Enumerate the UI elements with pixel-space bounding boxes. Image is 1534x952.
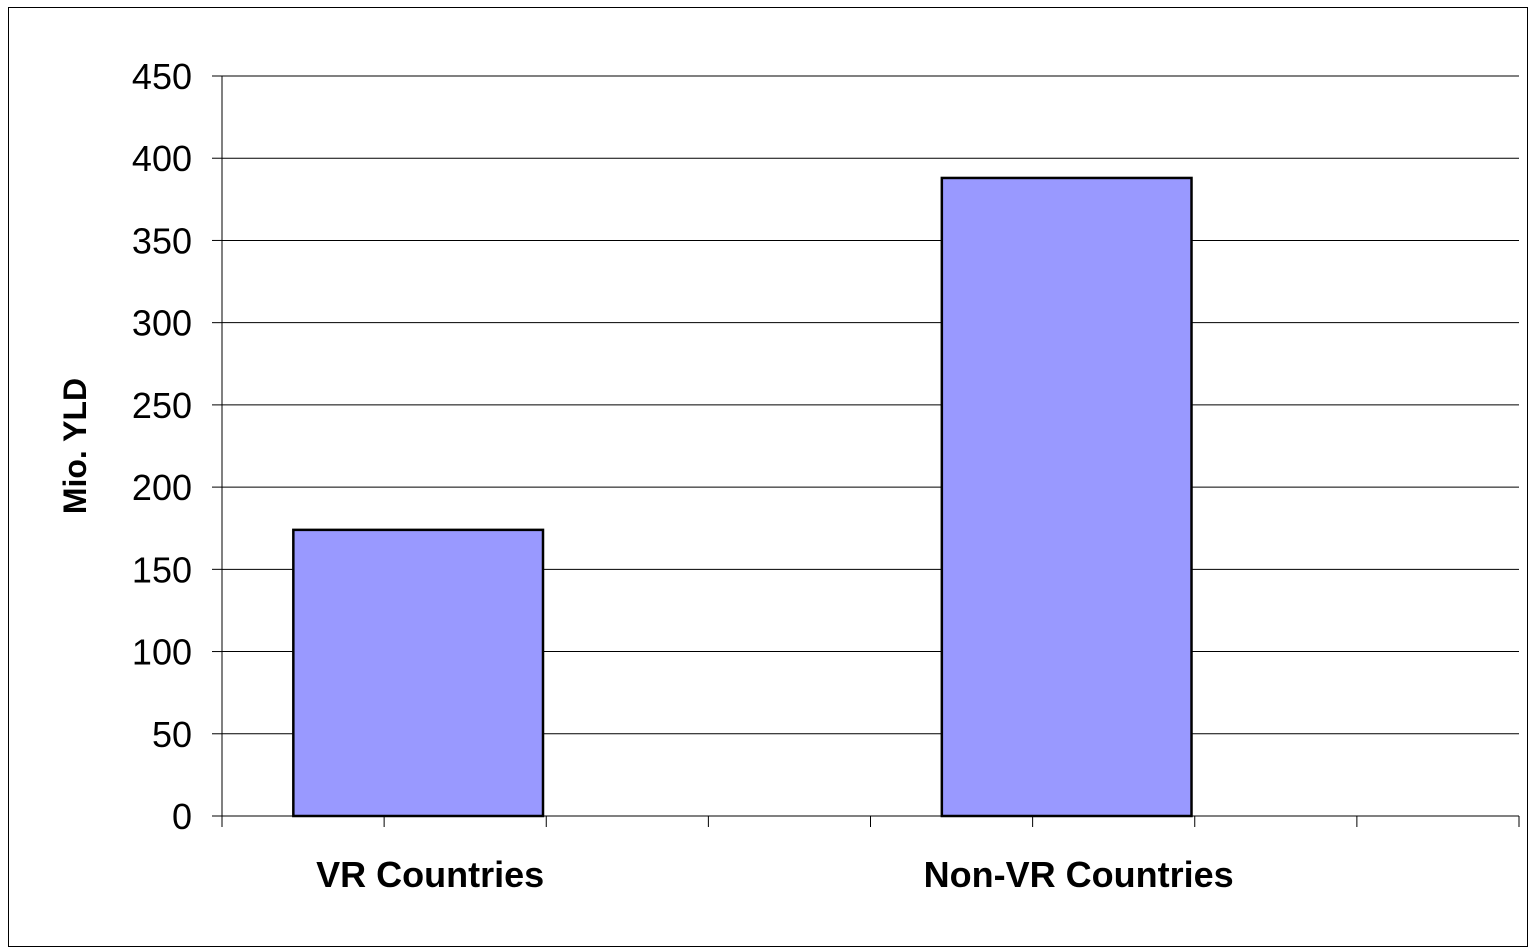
y-tick-label: 250 (132, 385, 192, 426)
bars (292, 176, 1193, 818)
y-tick-label: 50 (152, 714, 192, 755)
y-tick-label: 0 (172, 796, 192, 837)
y-tick-label: 200 (132, 467, 192, 508)
y-tick-label: 350 (132, 220, 192, 261)
y-tick-label: 300 (132, 303, 192, 344)
y-tick-label: 150 (132, 549, 192, 590)
y-tick-label: 100 (132, 632, 192, 673)
y-tick-labels: 0 50 100 150 200 250 300 350 400 450 (132, 56, 192, 837)
y-axis-title: Mio. YLD (57, 378, 93, 514)
bar-vr-countries (292, 528, 545, 818)
x-category-label: Non-VR Countries (924, 854, 1234, 895)
y-tick-label: 450 (132, 56, 192, 97)
chart-frame (8, 7, 1528, 947)
bar-non-vr-countries (940, 176, 1193, 818)
x-tick-labels: VR Countries Non-VR Countries (316, 854, 1234, 895)
axes (212, 75, 1520, 827)
y-tick-label: 400 (132, 138, 192, 179)
x-category-label: VR Countries (316, 854, 544, 895)
